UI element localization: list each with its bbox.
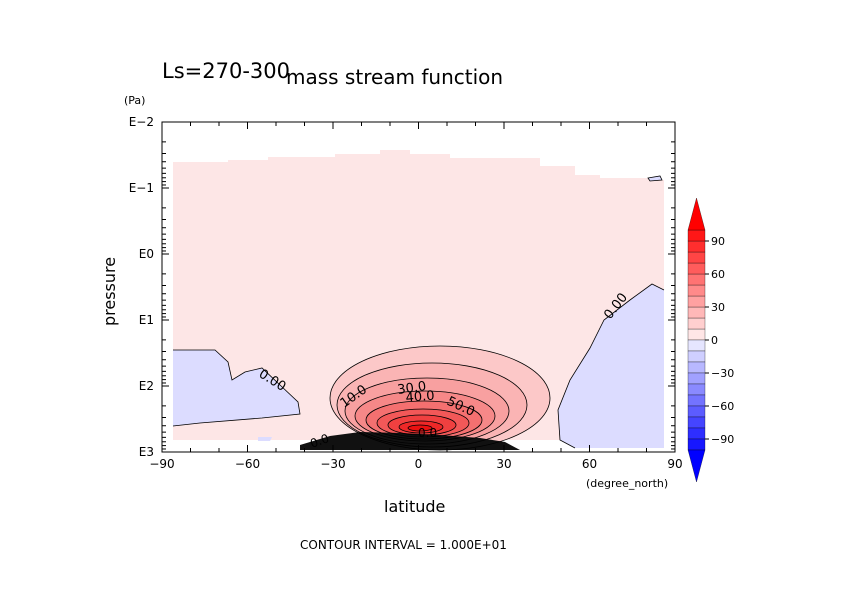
contour-60 bbox=[376, 408, 470, 438]
contour-20 bbox=[336, 362, 528, 448]
colorbar-swatch-positive bbox=[687, 240, 706, 253]
x-tick-label: −30 bbox=[320, 457, 345, 471]
x-tick-label: 30 bbox=[496, 457, 511, 471]
contour-lines bbox=[172, 175, 665, 451]
contour-80 bbox=[398, 420, 444, 434]
contour-50 bbox=[365, 400, 483, 440]
fill-negative-top bbox=[648, 176, 662, 181]
contour-interval-note: CONTOUR INTERVAL = 1.000E+01 bbox=[300, 538, 507, 552]
colorbar: 90 60 30 0 −30 −60 −90 bbox=[687, 197, 734, 483]
colorbar-tick-label: 0 bbox=[711, 334, 718, 347]
colorbar-swatch-positive bbox=[687, 317, 706, 330]
colorbar-swatch-positive bbox=[687, 273, 706, 286]
colorbar-swatch-positive bbox=[687, 251, 706, 264]
colorbar-tick-label: 30 bbox=[711, 301, 725, 314]
x-axis-label: latitude bbox=[384, 497, 445, 516]
contour-zero-top bbox=[647, 175, 663, 182]
colorbar-swatch-negative bbox=[687, 394, 706, 407]
fill-positive-90 bbox=[408, 425, 432, 431]
contour-label: 30.0 bbox=[396, 379, 427, 398]
chart-subtitle: Ls=270-300 bbox=[162, 59, 290, 83]
contour-30 bbox=[344, 377, 510, 445]
contour-90 bbox=[407, 424, 433, 432]
colorbar-swatch-positive bbox=[687, 306, 706, 319]
x-tick-label: 60 bbox=[582, 457, 597, 471]
chart-title: mass stream function bbox=[286, 65, 503, 89]
colorbar-swatch-negative bbox=[687, 438, 706, 451]
fill-negative-south bbox=[173, 350, 300, 426]
x-tick-label: 90 bbox=[667, 457, 682, 471]
colorbar-tick-label: −30 bbox=[711, 367, 734, 380]
contour-10 bbox=[329, 345, 551, 451]
contour-label: 0.0 bbox=[308, 431, 331, 451]
colorbar-swatch-negative bbox=[687, 372, 706, 385]
fill-negative-surface bbox=[258, 437, 272, 441]
colorbar-swatch-positive bbox=[687, 229, 706, 242]
colorbar-swatch-negative bbox=[687, 383, 706, 396]
x-tick-label: −90 bbox=[149, 457, 174, 471]
colorbar-swatch-negative bbox=[687, 416, 706, 429]
surface-dense-contours bbox=[300, 432, 520, 450]
y-tick-label: E2 bbox=[139, 379, 154, 393]
colorbar-swatch-positive bbox=[687, 262, 706, 275]
x-tick-label: 0 bbox=[415, 457, 423, 471]
colorbar-swatch-positive bbox=[687, 284, 706, 297]
colorbar-tick-label: −90 bbox=[711, 433, 734, 446]
contour-zero-north bbox=[557, 283, 665, 449]
colorbar-tick-label: 90 bbox=[711, 235, 725, 248]
fill-positive-0-10 bbox=[173, 150, 664, 440]
colorbar-max-triangle bbox=[687, 197, 706, 231]
y-unit-label: (Pa) bbox=[124, 94, 145, 107]
colorbar-swatch-negative bbox=[687, 427, 706, 440]
contour-40 bbox=[354, 390, 496, 442]
x-axis: −90 −60 −30 0 30 60 90 bbox=[149, 122, 683, 471]
y-tick-label: E−1 bbox=[129, 181, 154, 195]
y-tick-label: E−2 bbox=[129, 115, 154, 129]
x-unit-label: (degree_north) bbox=[586, 477, 668, 490]
colorbar-swatch-negative bbox=[687, 405, 706, 418]
contour-label: 40.0 bbox=[405, 389, 435, 406]
contour-label: 0.0 bbox=[418, 426, 437, 440]
y-axis-label: pressure bbox=[100, 257, 119, 326]
x-tick-label: −60 bbox=[235, 457, 260, 471]
colorbar-swatch-negative bbox=[687, 361, 706, 374]
y-tick-label: E0 bbox=[139, 247, 154, 261]
colorbar-tick-label: 60 bbox=[711, 268, 725, 281]
colorbar-tick-label: −60 bbox=[711, 400, 734, 413]
y-axis: E−2 E−1 E0 E1 E2 E3 bbox=[129, 115, 675, 459]
colorbar-swatch-positive bbox=[687, 295, 706, 308]
y-tick-label: E3 bbox=[139, 445, 154, 459]
contour-fills bbox=[173, 150, 664, 450]
fill-negative-north bbox=[558, 284, 664, 448]
contour-zero-south bbox=[172, 349, 301, 427]
y-tick-label: E1 bbox=[139, 313, 154, 327]
contour-70 bbox=[387, 414, 457, 436]
colorbar-swatch-negative bbox=[687, 339, 706, 352]
colorbar-min-triangle bbox=[687, 449, 706, 483]
colorbar-swatch-positive bbox=[687, 328, 706, 341]
colorbar-swatch-negative bbox=[687, 350, 706, 363]
